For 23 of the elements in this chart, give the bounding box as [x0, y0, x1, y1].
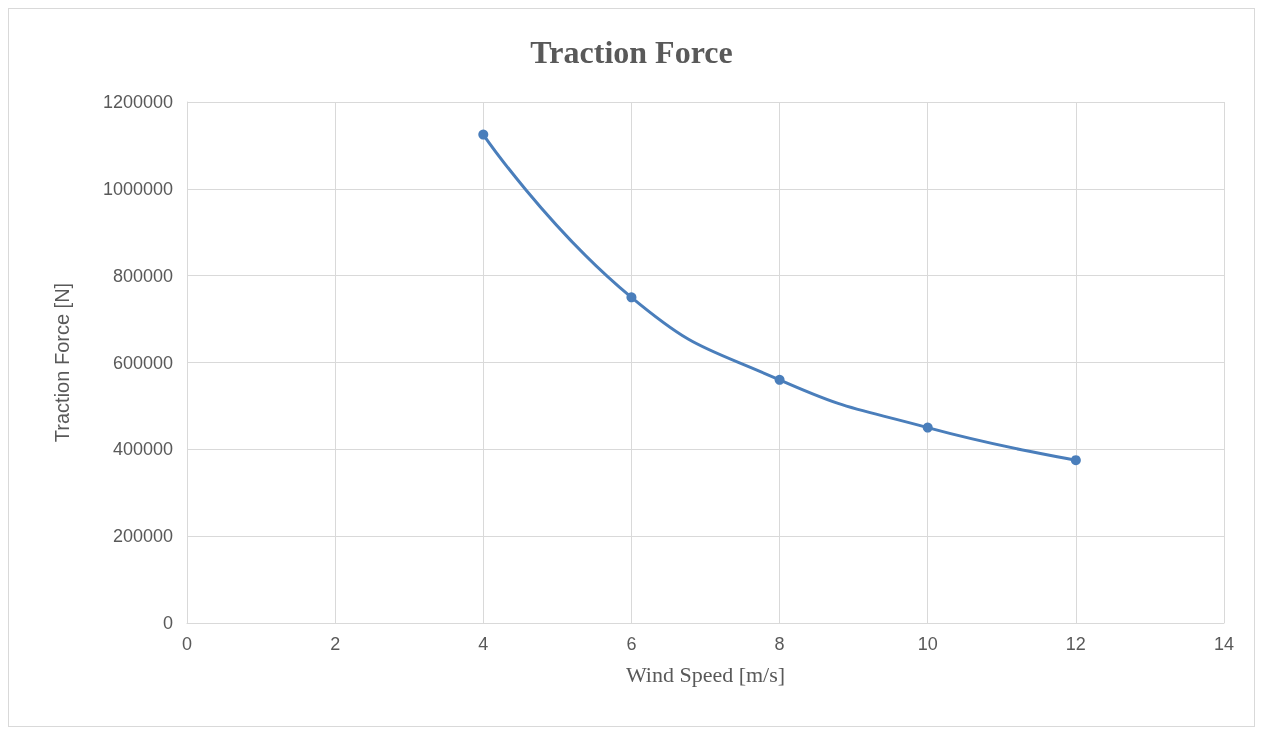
y-tick-label: 200000 [112, 526, 173, 547]
x-tick-label: 14 [1213, 634, 1235, 654]
point [1070, 455, 1081, 466]
y-tick-label: 1000000 [102, 178, 173, 199]
x-tick-label: 0 [181, 634, 193, 654]
x-tick-label: 4 [478, 634, 489, 654]
x-tick-label: 12 [1065, 634, 1086, 654]
point [774, 374, 785, 385]
y-tick-label: 0 [162, 613, 173, 633]
x-tick-label: 2 [330, 634, 341, 654]
y-tick-label: 600000 [112, 352, 173, 373]
point [626, 292, 637, 303]
x-tick-label: 8 [774, 634, 785, 654]
x-tick-label: 10 [917, 634, 938, 654]
y-tick-label: 800000 [112, 265, 173, 286]
x-tick-label: 6 [626, 634, 637, 654]
y-tick-label: 1200000 [102, 92, 173, 112]
y-tick-label: 400000 [112, 439, 173, 460]
x-axis-title: Wind Speed [m/s] [625, 661, 786, 687]
chart-title: Traction Force [530, 34, 733, 70]
point [922, 422, 933, 433]
y-axis-title: Traction Force [N] [51, 282, 73, 443]
point [478, 129, 489, 140]
